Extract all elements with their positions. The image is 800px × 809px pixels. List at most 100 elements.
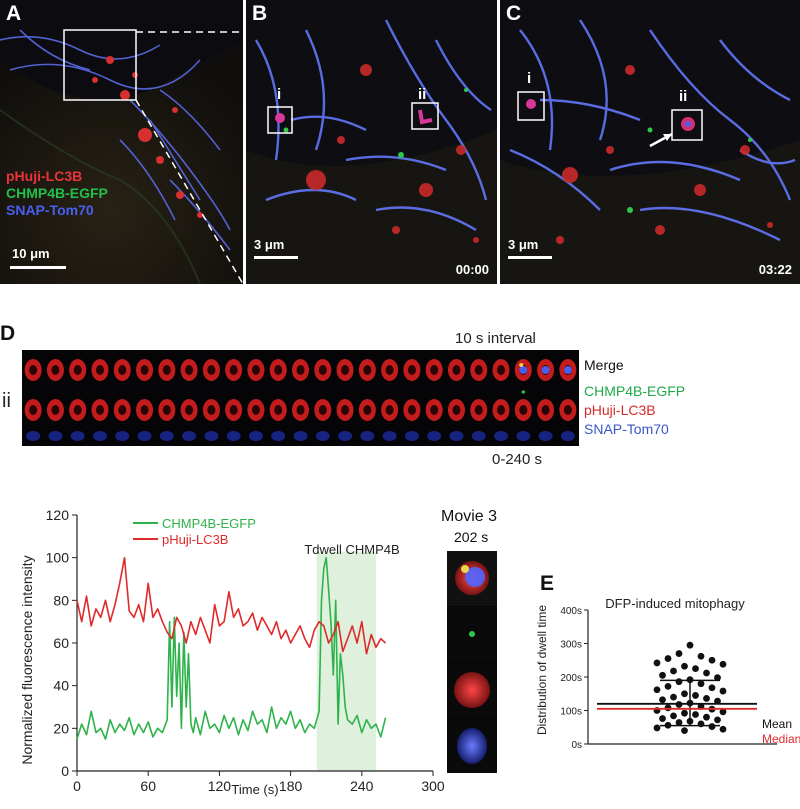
montage-frame [91,359,109,441]
panel-c-roi-i: i [527,70,532,87]
montage-lc3b-core [207,405,216,415]
panel-c-image: C i ii 3 μm 03:22 [500,0,800,284]
montage-frame [492,359,510,441]
montage-frame [470,359,488,441]
montage-lc3b-core [407,405,416,415]
montage-tom70-cell [471,431,486,441]
y-tick-label: 60 [53,635,69,651]
dwell-point [686,641,694,649]
montage-tom70-cell [315,431,330,441]
montage-merge-core [274,365,283,375]
montage-lc3b-core [474,405,483,415]
montage-frame [403,359,421,441]
median-label: Median [762,732,800,746]
dwell-point [664,655,672,662]
montage-merge-core [341,365,350,375]
x-tick-label: 300 [421,778,445,794]
montage-merge-core [430,365,439,375]
montage-merge-core [73,365,82,375]
series-line-0 [76,556,387,740]
dwell-point [714,697,721,705]
montage-tom70-cell [159,431,174,441]
dwell-time-scatter: E DFP-induced mitophagy Distribution of … [535,572,800,751]
dwell-point [719,660,727,668]
montage-frame [559,359,577,441]
panel-c-scalebar-label: 3 μm [508,237,539,252]
panel-b-timestamp: 00:00 [455,262,489,277]
montage-frame [158,359,176,441]
montage-frame [247,359,265,441]
montage-merge-core [296,365,305,375]
dwell-point [719,708,727,716]
panel-a-image: A pHuji-LC3B CHMP4B-EGFP SNAP-Tom70 10 μ… [0,0,243,284]
x-tick-label: 180 [279,778,303,794]
y-tick-label: 80 [53,592,69,608]
montage-lc3b-core [162,405,171,415]
line-chart-ylabel: Normalized fluorescence intensity [19,555,35,764]
y-tick-label: 120 [46,507,70,523]
montage-merge-blue [519,366,528,374]
montage-frame [537,359,555,441]
scatter-y-tick-label: 300s [560,640,582,651]
dwell-point [703,713,710,721]
montage-frame [381,359,399,441]
y-tick-label: 0 [61,763,69,779]
montage-lc3b-core [95,405,104,415]
y-tick-label: 40 [53,678,69,694]
panel-c-micrograph [500,0,800,284]
montage-tom70-cell [494,431,509,441]
dwell-point [714,674,721,682]
dwell-point [653,659,661,667]
montage-merge-core [497,365,506,375]
dwell-point [692,665,699,673]
montage-frame [514,359,532,441]
dwell-point [681,690,688,698]
panel-b-scalebar [254,256,298,259]
panel-b-roi-ii: ii [418,86,427,103]
montage-tom70-cell [360,431,375,441]
montage-frame [136,359,154,441]
montage-merge-core [318,365,327,375]
montage-row-chmp4b: CHMP4B-EGFP [584,383,686,399]
montage-lc3b-core [452,405,461,415]
dwell-point [653,724,661,732]
montage-merge-core [29,365,38,375]
montage-merge-core [140,365,149,375]
montage-tom70-cell [248,431,263,441]
dwell-point [681,727,688,734]
dwell-point [719,687,727,695]
dwell-point [675,678,683,686]
montage-merge-blue [563,366,572,374]
montage-lc3b-core [229,405,238,415]
x-tick-label: 240 [350,778,374,794]
montage-lc3b-core [519,405,528,415]
montage-frame [336,359,354,441]
montage-row-lc3b: pHuji-LC3B [584,402,656,418]
dwell-point [659,696,666,704]
montage-frame [69,359,87,441]
y-tick-label: 20 [53,720,69,736]
panel-a-label: A [6,2,22,25]
x-tick-label: 60 [140,778,156,794]
montage-frame [425,359,443,441]
montage-tom70-cell [404,431,419,441]
montage-tom70-cell [26,431,41,441]
x-tick-label: 120 [208,778,232,794]
montage-lc3b-core [29,405,38,415]
movie-frame-stack [447,551,497,773]
montage-lc3b-core [296,405,305,415]
montage-lc3b-core [497,405,506,415]
panel-d-montage [22,350,579,446]
montage-tom70-cell [137,431,152,441]
montage-merge-green [519,363,524,367]
montage-lc3b-core [140,405,149,415]
montage-frame [447,359,465,441]
montage-merge-blue [541,366,550,374]
series-line-1 [76,556,387,655]
montage-tom70-cell [226,431,241,441]
dwell-point [708,723,716,730]
montage-tom70-cell [48,431,63,441]
montage-frame [202,359,220,441]
scatter-y-tick-label: 200s [560,673,582,684]
montage-frame [292,359,309,441]
